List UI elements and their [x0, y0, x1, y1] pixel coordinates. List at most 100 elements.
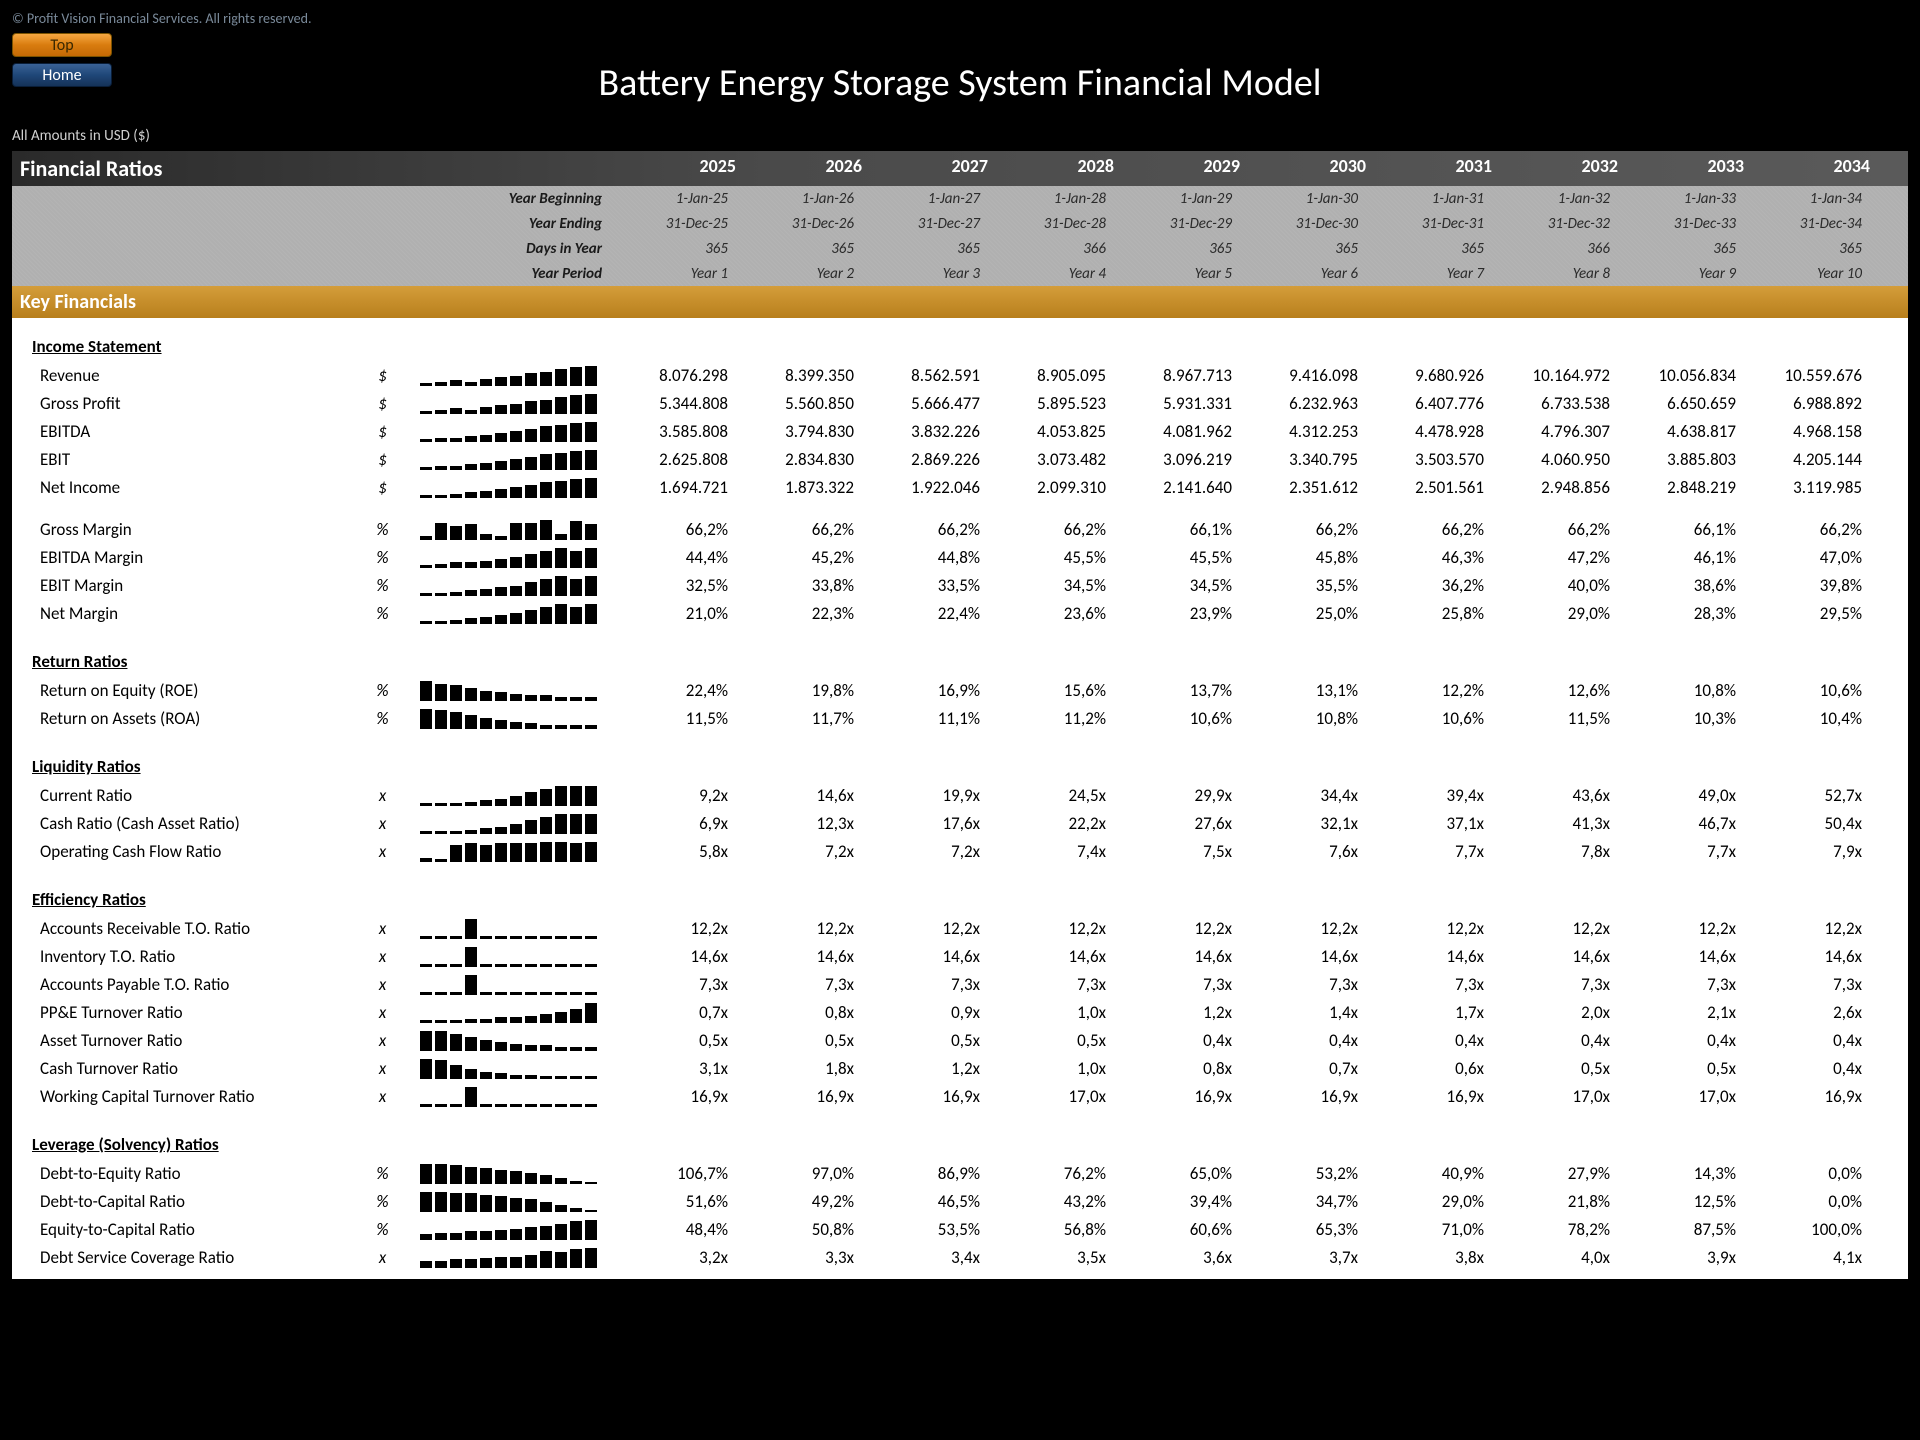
- cell-value: 27,6x: [1124, 813, 1250, 834]
- cell-value: 14,6x: [1754, 946, 1880, 967]
- meta-value: 31-Dec-33: [1628, 215, 1754, 233]
- cell-value: 5.895.523: [998, 393, 1124, 414]
- cell-value: 45,2%: [746, 547, 872, 568]
- cell-value: 32,5%: [620, 575, 746, 596]
- row-unit: %: [355, 1163, 410, 1184]
- cell-value: 29,0%: [1502, 603, 1628, 624]
- cell-value: 3,9x: [1628, 1247, 1754, 1268]
- year-header: 2029: [1132, 155, 1258, 182]
- cell-value: 29,5%: [1754, 603, 1880, 624]
- data-row: Working Capital Turnover Ratiox16,9x16,9…: [12, 1082, 1908, 1110]
- data-row: Gross Margin%66,2%66,2%66,2%66,2%66,1%66…: [12, 515, 1908, 543]
- meta-value: Year 5: [1124, 265, 1250, 283]
- data-row: Debt-to-Capital Ratio%51,6%49,2%46,5%43,…: [12, 1187, 1908, 1215]
- cell-value: 6.650.659: [1628, 393, 1754, 414]
- data-row: Net Margin%21,0%22,3%22,4%23,6%23,9%25,0…: [12, 599, 1908, 627]
- cell-value: 3.119.985: [1754, 477, 1880, 498]
- cell-value: 0,4x: [1376, 1030, 1502, 1051]
- cell-value: 41,3x: [1502, 813, 1628, 834]
- cell-value: 29,0%: [1376, 1191, 1502, 1212]
- cell-value: 49,2%: [746, 1191, 872, 1212]
- meta-value: 31-Dec-30: [1250, 215, 1376, 233]
- row-unit: x: [355, 946, 410, 967]
- year-header: 2026: [754, 155, 880, 182]
- cell-value: 34,5%: [1124, 575, 1250, 596]
- sparkline: [410, 476, 620, 498]
- cell-value: 5.344.808: [620, 393, 746, 414]
- cell-value: 9.680.926: [1376, 365, 1502, 386]
- cell-value: 4,1x: [1754, 1247, 1880, 1268]
- cell-value: 28,3%: [1628, 603, 1754, 624]
- cell-value: 2.869.226: [872, 449, 998, 470]
- cell-value: 65,0%: [1124, 1163, 1250, 1184]
- meta-value: 1-Jan-26: [746, 190, 872, 208]
- meta-value: 31-Dec-34: [1754, 215, 1880, 233]
- cell-value: 35,5%: [1250, 575, 1376, 596]
- cell-value: 46,7x: [1628, 813, 1754, 834]
- cell-value: 7,2x: [746, 841, 872, 862]
- cell-value: 12,2x: [1754, 918, 1880, 939]
- meta-rows: Year Beginning1-Jan-251-Jan-261-Jan-271-…: [12, 186, 1908, 286]
- cell-value: 8.967.713: [1124, 365, 1250, 386]
- meta-row: Days in Year3653653653663653653653663653…: [12, 236, 1908, 261]
- meta-value: Year 2: [746, 265, 872, 283]
- meta-value: 366: [998, 240, 1124, 258]
- cell-value: 4.638.817: [1628, 421, 1754, 442]
- cell-value: 66,2%: [620, 519, 746, 540]
- cell-value: 25,0%: [1250, 603, 1376, 624]
- cell-value: 0,5x: [998, 1030, 1124, 1051]
- row-label: Accounts Receivable T.O. Ratio: [12, 918, 355, 939]
- cell-value: 34,4x: [1250, 785, 1376, 806]
- meta-row: Year PeriodYear 1Year 2Year 3Year 4Year …: [12, 261, 1908, 286]
- cell-value: 14,6x: [746, 946, 872, 967]
- cell-value: 3,6x: [1124, 1247, 1250, 1268]
- cell-value: 3.885.803: [1628, 449, 1754, 470]
- row-unit: x: [355, 1247, 410, 1268]
- data-row: Asset Turnover Ratiox0,5x0,5x0,5x0,5x0,4…: [12, 1026, 1908, 1054]
- cell-value: 1,0x: [998, 1058, 1124, 1079]
- cell-value: 66,2%: [1754, 519, 1880, 540]
- row-unit: %: [355, 708, 410, 729]
- cell-value: 14,6x: [1376, 946, 1502, 967]
- data-row: Equity-to-Capital Ratio%48,4%50,8%53,5%5…: [12, 1215, 1908, 1243]
- cell-value: 7,5x: [1124, 841, 1250, 862]
- group-header: Income Statement: [12, 326, 1908, 361]
- meta-value: 1-Jan-27: [872, 190, 998, 208]
- row-unit: $: [355, 365, 410, 386]
- cell-value: 1.694.721: [620, 477, 746, 498]
- cell-value: 66,2%: [872, 519, 998, 540]
- cell-value: 17,6x: [872, 813, 998, 834]
- data-row: Revenue$8.076.2988.399.3508.562.5918.905…: [12, 361, 1908, 389]
- top-button[interactable]: Top: [12, 33, 112, 57]
- cell-value: 19,9x: [872, 785, 998, 806]
- cell-value: 29,9x: [1124, 785, 1250, 806]
- data-content: Income StatementRevenue$8.076.2988.399.3…: [12, 318, 1908, 1279]
- row-unit: x: [355, 974, 410, 995]
- cell-value: 14,6x: [1250, 946, 1376, 967]
- cell-value: 45,5%: [998, 547, 1124, 568]
- cell-value: 12,2x: [1250, 918, 1376, 939]
- cell-value: 43,6x: [1502, 785, 1628, 806]
- cell-value: 21,0%: [620, 603, 746, 624]
- data-row: Inventory T.O. Ratiox14,6x14,6x14,6x14,6…: [12, 942, 1908, 970]
- cell-value: 21,8%: [1502, 1191, 1628, 1212]
- data-row: EBIT Margin%32,5%33,8%33,5%34,5%34,5%35,…: [12, 571, 1908, 599]
- cell-value: 3.585.808: [620, 421, 746, 442]
- cell-value: 12,2x: [872, 918, 998, 939]
- cell-value: 4.796.307: [1502, 421, 1628, 442]
- cell-value: 4.205.144: [1754, 449, 1880, 470]
- cell-value: 11,1%: [872, 708, 998, 729]
- cell-value: 7,3x: [1376, 974, 1502, 995]
- sparkline: [410, 420, 620, 442]
- cell-value: 7,2x: [872, 841, 998, 862]
- sparkline: [410, 1218, 620, 1240]
- row-label: EBIT Margin: [12, 575, 355, 596]
- row-unit: %: [355, 680, 410, 701]
- cell-value: 2.948.856: [1502, 477, 1628, 498]
- meta-value: Year 1: [620, 265, 746, 283]
- meta-value: 365: [1628, 240, 1754, 258]
- cell-value: 14,6x: [1502, 946, 1628, 967]
- cell-value: 7,3x: [872, 974, 998, 995]
- cell-value: 12,3x: [746, 813, 872, 834]
- cell-value: 6.988.892: [1754, 393, 1880, 414]
